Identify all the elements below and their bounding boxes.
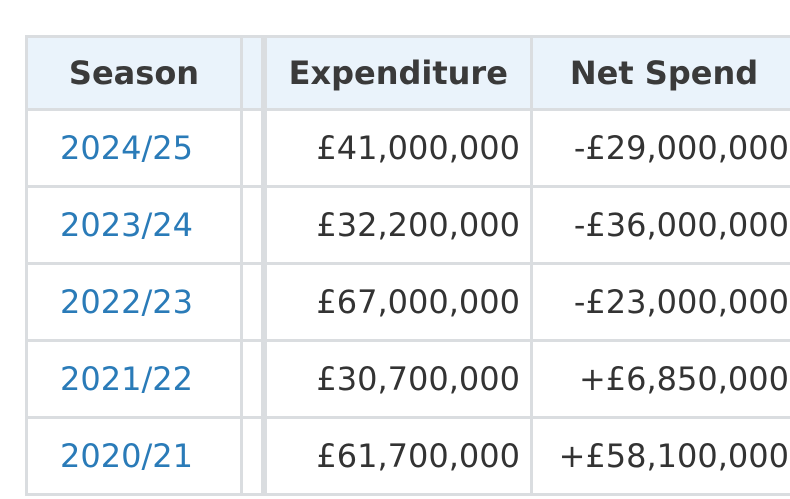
net-spend-cell: +£58,100,000: [530, 416, 790, 496]
clipped-cell: ): [240, 339, 267, 419]
header-cell: Expenditure: [262, 35, 533, 111]
season-link[interactable]: 2020/21: [25, 416, 243, 496]
season-link[interactable]: 2024/25: [25, 108, 243, 188]
clipped-cell: ): [240, 262, 267, 342]
net-spend-cell: -£23,000,000: [530, 262, 790, 342]
table-row: 2022/23)£67,000,000-£23,000,000: [25, 262, 790, 342]
header-cell: [240, 35, 267, 111]
expenditure-cell: £32,200,000: [262, 185, 533, 265]
expenditure-cell: £41,000,000: [262, 108, 533, 188]
transfer-table: Season Expenditure Net Spend 2024/25)£41…: [25, 35, 790, 496]
table-row: 2020/21)£61,700,000+£58,100,000: [25, 416, 790, 496]
clipped-cell: ): [240, 108, 267, 188]
season-link[interactable]: 2023/24: [25, 185, 243, 265]
table-row: 2023/24)£32,200,000-£36,000,000: [25, 185, 790, 265]
expenditure-cell: £67,000,000: [262, 262, 533, 342]
season-link[interactable]: 2022/23: [25, 262, 243, 342]
header-cell: Season: [25, 35, 243, 111]
header-cell: Net Spend: [530, 35, 790, 111]
table-body: 2024/25)£41,000,000-£29,000,0002023/24)£…: [25, 108, 790, 496]
table-row: 2024/25)£41,000,000-£29,000,000: [25, 108, 790, 188]
table-row: 2021/22)£30,700,000+£6,850,000: [25, 339, 790, 419]
net-spend-cell: +£6,850,000: [530, 339, 790, 419]
header-row: Season Expenditure Net Spend: [25, 35, 790, 111]
net-spend-cell: -£36,000,000: [530, 185, 790, 265]
expenditure-cell: £30,700,000: [262, 339, 533, 419]
clipped-cell: ): [240, 416, 267, 496]
net-spend-cell: -£29,000,000: [530, 108, 790, 188]
season-link[interactable]: 2021/22: [25, 339, 243, 419]
clipped-cell: ): [240, 185, 267, 265]
expenditure-cell: £61,700,000: [262, 416, 533, 496]
